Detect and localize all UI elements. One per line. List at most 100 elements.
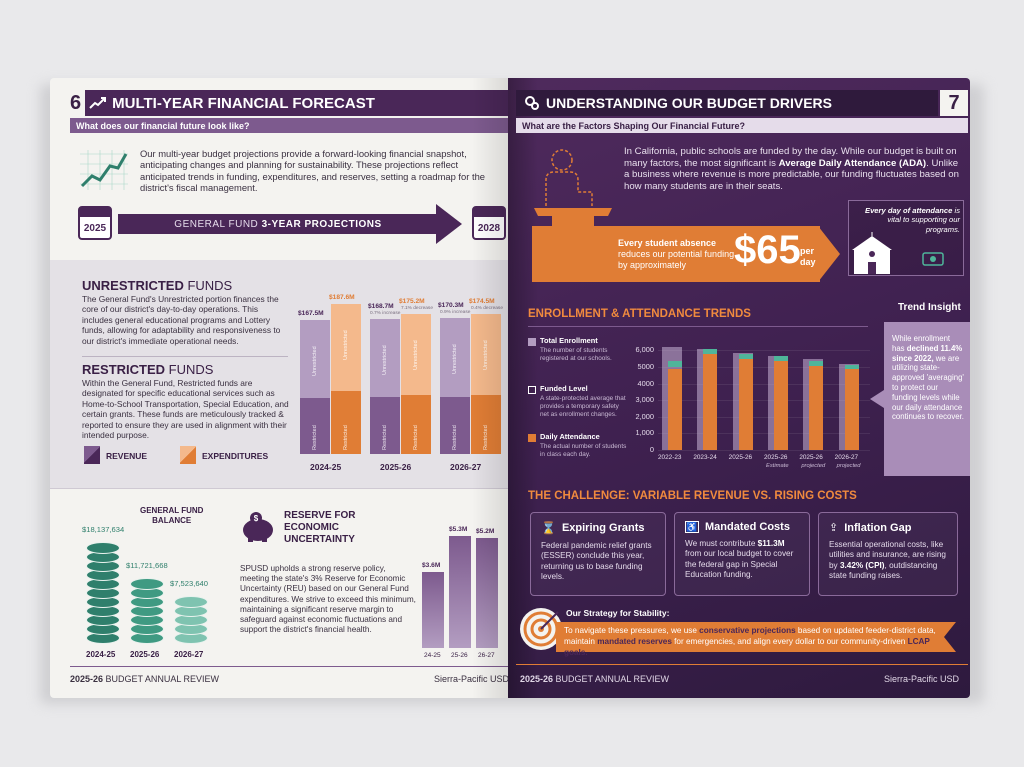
strategy-f: LCAP goals.	[564, 637, 930, 657]
insight-title: Trend Insight	[898, 302, 961, 313]
legend-expenditures-swatch	[180, 446, 196, 464]
arrow-label-a: GENERAL FUND	[174, 218, 259, 230]
reserve-title-c: UNCERTAINTY	[284, 534, 355, 545]
bar-daily-attendance	[809, 366, 824, 450]
start-year: 2025	[83, 223, 107, 234]
card-text-b: $11.3M	[757, 539, 785, 548]
bar-value-label: $5.3M	[449, 526, 468, 534]
footer-right: Sierra-Pacific USD	[884, 674, 960, 684]
y-tick-label: 4000	[637, 378, 654, 388]
bar-change-note: 0.9% increase	[440, 309, 471, 315]
insight-b: declined 11.4% since 2022,	[892, 343, 963, 363]
bar-value-label: $168.7M	[368, 303, 394, 311]
trends-title: ENROLLMENT & ATTENDANCE TRENDS	[528, 308, 751, 320]
footer-left: 2025-26 BUDGET ANNUAL REVIEW	[520, 674, 669, 684]
legend-desc: The actual number of students in class e…	[540, 443, 627, 458]
amount-unit-b: day	[800, 257, 816, 267]
bar-unrestricted	[370, 319, 400, 398]
gridline	[658, 416, 870, 418]
reserve-chart: $3.6M 24-25 $5.3M 25-26 $5.2M 26-27	[418, 510, 502, 666]
projection-arrow-banner: 2025 GENERAL FUND 3-YEAR PROJECTIONS 202…	[78, 204, 508, 248]
funds-panel	[50, 260, 512, 488]
bar-value-label: $187.6M	[329, 293, 355, 301]
stack-label: Restricted	[312, 425, 318, 450]
strategy-c: based on updated feeder-district data, m…	[564, 626, 936, 646]
stack-label: Unrestricted	[452, 344, 458, 374]
page-number: 7	[948, 91, 960, 114]
hourglass-icon: ⌛	[541, 521, 556, 535]
insight-a: While enrollment has	[892, 334, 951, 353]
target-icon	[520, 608, 562, 650]
bar-value-label: $175.2M	[399, 297, 425, 305]
bar-restricted	[300, 397, 330, 454]
x-axis-label: 2025-26	[130, 650, 160, 659]
bar-daily-attendance	[703, 354, 718, 450]
bar-funded-level	[809, 361, 824, 368]
arrow-label-b: 3-YEAR PROJECTIONS	[261, 218, 382, 230]
x-axis-label: 2022-23	[658, 454, 682, 461]
left-page: 6 MULTI-YEAR FINANCIAL FORECAST What doe…	[50, 78, 512, 698]
footer-label: BUDGET ANNUAL REVIEW	[553, 674, 670, 684]
gridline	[658, 350, 870, 352]
page-title-bar: MULTI-YEAR FINANCIAL FORECAST	[85, 90, 512, 116]
footer-left: 2025-26 BUDGET ANNUAL REVIEW	[70, 674, 219, 684]
y-tick-label: 6,000	[635, 345, 655, 355]
unrestricted-text: The General Fund's Unrestricted portion …	[82, 294, 281, 346]
strategy-a: To navigate these pressures, we use	[564, 626, 700, 635]
insight-text: While enrollment has declined 11.4% sinc…	[892, 334, 964, 422]
page-subtitle: What are the Factors Shaping Our Financi…	[516, 118, 968, 133]
attendance-box	[848, 200, 964, 276]
absence-text: Every student absence reduces our potent…	[618, 238, 738, 271]
revenue-expenditure-chart: $167.5M Unrestricted Restricted $187.6M Unre…	[288, 274, 503, 484]
bar-value-label: $167.5M	[298, 310, 324, 317]
footer-rule	[516, 664, 968, 665]
growth-chart-icon	[80, 150, 128, 190]
gridline	[658, 433, 870, 435]
absence-unit: per day	[800, 246, 816, 268]
school-icon	[852, 232, 892, 274]
bar-funded-level	[774, 356, 788, 363]
bar-unrestricted	[440, 317, 470, 397]
reserve-title-a: RESERVE FOR	[284, 510, 356, 521]
legend-swatch	[528, 386, 536, 394]
bar-restricted	[471, 395, 501, 454]
card-text-c: , outdistancing state funding raises.	[829, 560, 938, 581]
coin-value-label: $7,523,640	[170, 579, 209, 588]
footer-label: BUDGET ANNUAL REVIEW	[103, 674, 220, 684]
insight-c: we are utilizing state-approved 'averagi…	[892, 353, 964, 422]
page-subtitle: What does our financial future look like…	[70, 118, 512, 133]
divider	[528, 326, 868, 327]
stack-label: Unrestricted	[343, 330, 349, 360]
gears-icon	[525, 96, 539, 110]
challenge-title: THE CHALLENGE: VARIABLE REVENUE VS. RISI…	[528, 490, 857, 502]
x-axis-label: 25-26	[451, 652, 468, 659]
bar-value-label: $5.2M	[476, 528, 494, 535]
intro-c: . Unlike a business where revenue is mor…	[624, 157, 959, 192]
unrestricted-heading-a: UNRESTRICTED	[82, 278, 184, 293]
strategy-text: To navigate these pressures, we use cons…	[564, 625, 948, 658]
restricted-heading-b: FUNDS	[165, 362, 214, 377]
coin	[86, 542, 120, 554]
x-axis-label: 2025-26	[799, 454, 823, 461]
stack-label: Unrestricted	[413, 340, 419, 370]
intro-b: Average Daily Attendance (ADA)	[778, 157, 927, 169]
arrow-head	[436, 204, 462, 244]
legend-desc: A state-protected average that provides …	[540, 395, 626, 418]
calendar-icon: 2025	[78, 206, 112, 240]
coin-value-label: $11,721,668	[126, 561, 168, 570]
stack-label: Restricted	[343, 425, 349, 450]
page-title-bar: UNDERSTANDING OUR BUDGET DRIVERS	[516, 90, 938, 116]
bar-restricted	[370, 397, 400, 454]
gridline	[658, 400, 870, 402]
legend-desc: The number of students registered at our…	[540, 347, 612, 362]
intro-paragraph: Our multi-year budget projections provid…	[140, 148, 486, 194]
x-axis-label: 2026-27	[834, 454, 859, 461]
strategy-d: mandated reserves	[597, 637, 672, 646]
legend-name: Daily Attendance	[540, 432, 600, 441]
page-number: 6	[70, 91, 82, 114]
absence-amount: $65	[734, 228, 801, 272]
bar-unrestricted	[300, 320, 330, 398]
banner-arrow	[818, 226, 840, 282]
strategy-b: conservative projections	[699, 626, 796, 635]
bar-unrestricted	[471, 314, 501, 396]
